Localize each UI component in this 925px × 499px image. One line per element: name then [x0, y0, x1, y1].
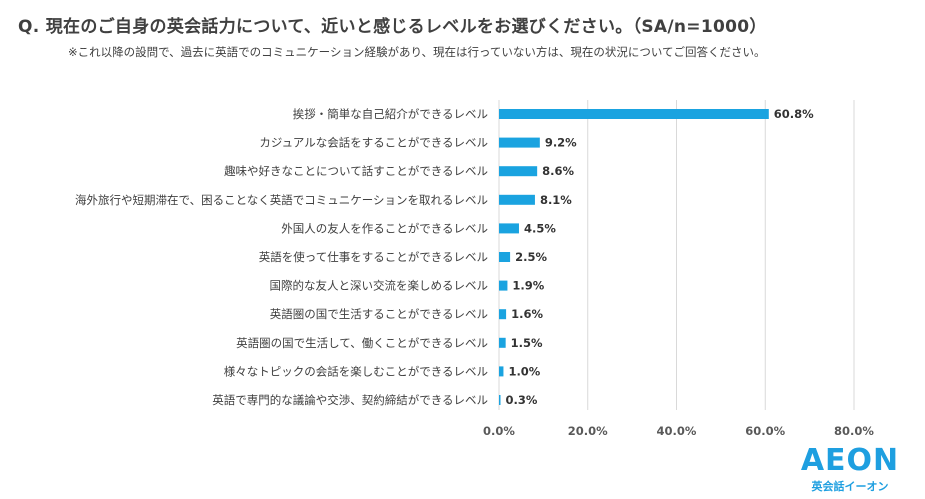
bar	[499, 194, 535, 205]
category-label: 挨拶・簡単な自己紹介ができるレベル	[293, 107, 488, 121]
category-label: 外国人の友人を作ることができるレベル	[281, 221, 488, 235]
x-tick-label: 20.0%	[568, 424, 608, 438]
x-tick-label: 0.0%	[483, 424, 515, 438]
bar	[499, 137, 540, 148]
bar	[499, 109, 769, 119]
bar	[499, 280, 508, 291]
value-label: 1.0%	[508, 364, 540, 378]
bar	[499, 223, 519, 234]
x-tick-label: 40.0%	[657, 424, 697, 438]
value-label: 8.1%	[540, 193, 572, 207]
value-label: 1.9%	[512, 279, 544, 293]
value-label: 60.8%	[774, 107, 814, 121]
category-label: 国際的な友人と深い交流を楽しめるレベル	[270, 279, 489, 293]
aeon-logo-subtitle: 英会話イーオン	[811, 480, 889, 493]
value-label: 1.5%	[511, 336, 543, 350]
category-label: 英語を使って仕事をすることができるレベル	[259, 250, 488, 264]
chart-title: Q. 現在のご自身の英会話力について、近いと感じるレベルをお選びください。（SA…	[18, 17, 767, 37]
chart-note: ※これ以降の設問で、過去に英語でのコミュニケーション経験があり、現在は行っていな…	[68, 45, 766, 59]
category-label: 趣味や好きなことについて話すことができるレベル	[224, 164, 488, 178]
bar	[499, 337, 506, 348]
category-label: 英語で専門的な議論や交渉、契約締結ができるレベル	[212, 393, 488, 407]
category-label: カジュアルな会話をすることができるレベル	[259, 136, 488, 150]
value-label: 2.5%	[515, 250, 547, 264]
value-label: 4.5%	[524, 221, 556, 235]
category-label: 英語圏の国で生活して、働くことができるレベル	[236, 336, 488, 350]
bar	[499, 252, 511, 262]
category-label: 様々なトピックの会話を楽しむことができるレベル	[224, 364, 488, 378]
value-label: 9.2%	[545, 136, 577, 150]
aeon-logo: AEON 英会話イーオン	[790, 446, 910, 494]
x-tick-label: 80.0%	[834, 424, 874, 438]
category-label: 英語圏の国で生活することができるレベル	[270, 307, 488, 321]
aeon-logo-mark: AEON	[800, 443, 900, 478]
category-label: 海外旅行や短期滞在で、困ることなく英語でコミュニケーションを取れるレベル	[75, 193, 488, 207]
bar	[499, 395, 501, 405]
x-tick-label: 60.0%	[745, 424, 785, 438]
bar	[499, 366, 504, 377]
bar	[499, 166, 538, 177]
value-label: 8.6%	[542, 164, 574, 178]
value-label: 1.6%	[511, 307, 543, 321]
value-label: 0.3%	[506, 393, 538, 407]
bar	[499, 309, 507, 320]
